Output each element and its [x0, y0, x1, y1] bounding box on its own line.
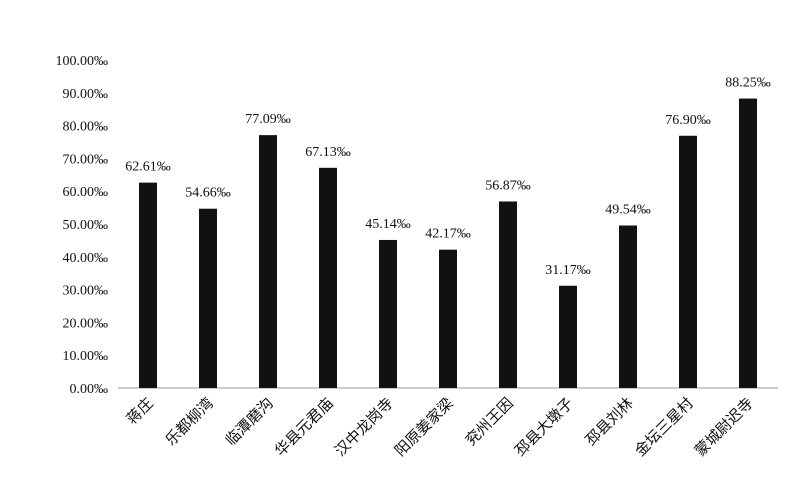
y-tick-label: 40.00‰ — [63, 251, 109, 266]
y-tick-label: 100.00‰ — [56, 54, 109, 69]
bar — [739, 98, 757, 388]
bar — [439, 249, 457, 388]
data-label: 62.61‰ — [125, 160, 171, 175]
y-tick-label: 30.00‰ — [63, 284, 109, 299]
data-label: 45.14‰ — [365, 217, 411, 232]
y-tick-label: 10.00‰ — [63, 349, 109, 364]
x-tick-label: 华县元君庙 — [272, 395, 337, 460]
y-tick-label: 0.00‰ — [70, 382, 109, 397]
data-label: 56.87‰ — [485, 178, 531, 193]
y-tick-label: 60.00‰ — [63, 185, 109, 200]
y-tick-label: 80.00‰ — [63, 120, 109, 135]
y-tick-label: 20.00‰ — [63, 316, 109, 331]
x-tick-label: 兖州王因 — [462, 395, 516, 449]
x-tick-label: 邳县大墩子 — [512, 395, 577, 460]
y-tick-label: 90.00‰ — [63, 87, 109, 102]
data-label: 77.09‰ — [245, 112, 291, 127]
bar — [499, 201, 517, 388]
data-label: 31.17‰ — [545, 263, 591, 278]
x-tick-label: 汉中龙岗寺 — [332, 395, 397, 460]
bar — [379, 239, 397, 388]
x-tick-label: 阳原姜家梁 — [392, 395, 457, 460]
x-tick-label: 蒙城尉迟寺 — [692, 395, 757, 460]
x-tick-label: 蒋庄 — [123, 394, 157, 428]
y-tick-label: 70.00‰ — [63, 152, 109, 167]
bar — [259, 135, 277, 388]
data-label: 67.13‰ — [305, 145, 351, 160]
bar — [679, 135, 697, 388]
bar — [619, 225, 637, 388]
y-tick-label: 50.00‰ — [63, 218, 109, 233]
x-tick-label: 金坛三星村 — [632, 395, 697, 460]
x-tick-label: 邳县刘林 — [582, 395, 636, 449]
bar — [319, 167, 337, 388]
data-label: 76.90‰ — [665, 113, 711, 128]
bar — [559, 285, 577, 388]
data-label: 42.17‰ — [425, 227, 471, 242]
x-tick-label: 乐都柳湾 — [162, 395, 216, 449]
data-label: 49.54‰ — [605, 203, 651, 218]
x-tick-label: 临潭磨沟 — [222, 395, 276, 449]
bar — [199, 208, 217, 388]
data-label: 54.66‰ — [185, 186, 231, 201]
bar — [139, 182, 157, 388]
data-label: 88.25‰ — [725, 76, 771, 91]
